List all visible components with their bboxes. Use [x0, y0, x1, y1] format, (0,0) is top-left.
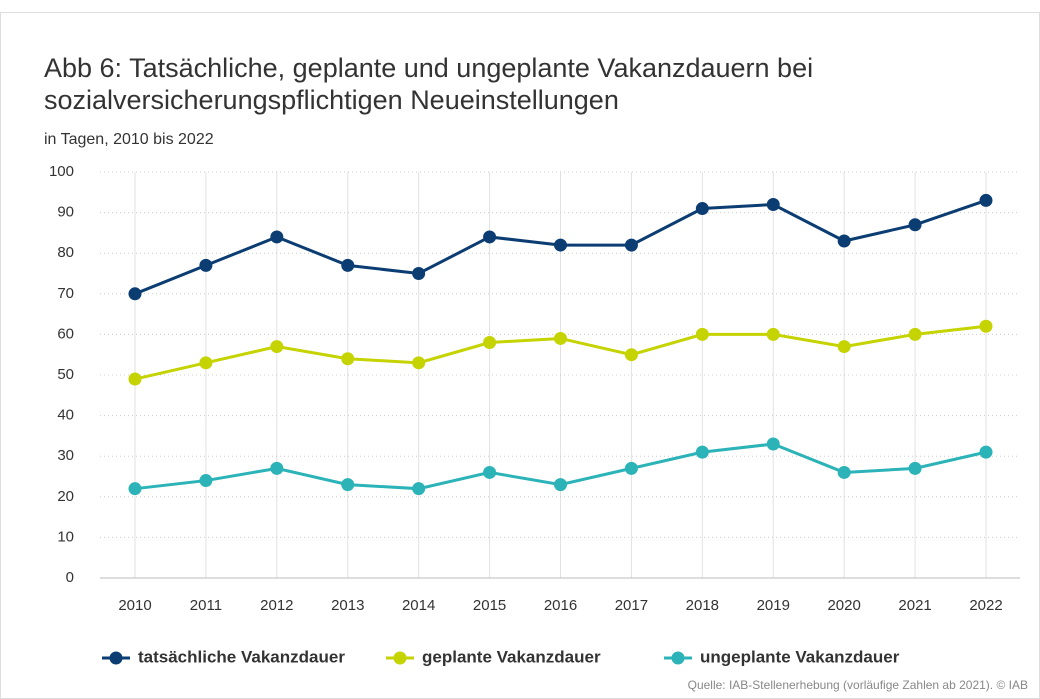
y-tick-label: 90: [57, 204, 74, 221]
point: [624, 238, 638, 252]
point: [199, 474, 213, 488]
point: [483, 336, 497, 350]
y-tick-label: 70: [57, 285, 74, 302]
x-tick-label: 2020: [827, 597, 860, 614]
point: [766, 197, 780, 211]
legend-marker: [393, 651, 407, 665]
y-tick-label: 0: [66, 569, 74, 586]
point: [128, 287, 142, 301]
x-tick-label: 2013: [331, 597, 364, 614]
point: [128, 482, 142, 496]
y-tick-label: 50: [57, 366, 74, 383]
point: [908, 327, 922, 341]
point: [412, 482, 426, 496]
y-tick-label: 20: [57, 488, 74, 505]
card: [0, 12, 1040, 699]
x-tick-label: 2011: [190, 597, 222, 614]
point: [837, 465, 851, 479]
point: [270, 461, 284, 475]
point: [412, 267, 426, 280]
legend-label: ungeplante Vakanzdauer: [700, 647, 900, 666]
x-tick-label: 2018: [686, 597, 719, 614]
legend-label: tatsächliche Vakanzdauer: [138, 647, 345, 666]
point: [979, 445, 993, 459]
point: [766, 437, 780, 451]
x-tick-label: 2010: [118, 597, 151, 614]
point: [128, 372, 142, 386]
point: [837, 234, 851, 248]
point: [270, 230, 284, 244]
point: [908, 218, 922, 232]
point: [554, 238, 567, 252]
point: [483, 465, 497, 479]
legend-marker: [671, 651, 685, 665]
x-tick-label: 2022: [969, 597, 1002, 614]
y-tick-label: 40: [57, 407, 74, 424]
point: [624, 348, 638, 362]
point: [341, 352, 355, 366]
point: [624, 461, 638, 475]
point: [695, 202, 709, 216]
point: [341, 478, 355, 492]
y-tick-label: 80: [57, 244, 74, 261]
point: [199, 356, 213, 370]
point: [979, 319, 993, 333]
point: [341, 258, 355, 272]
point: [554, 331, 567, 345]
point: [766, 327, 780, 341]
point: [908, 461, 922, 475]
point: [837, 340, 851, 354]
legend-label: geplante Vakanzdauer: [422, 647, 601, 666]
source: Quelle: IAB-Stellenerhebung (vorläufige …: [688, 678, 1028, 692]
chart-subtitle: in Tagen, 2010 bis 2022: [44, 131, 214, 148]
y-tick-label: 30: [57, 447, 74, 464]
x-tick-label: 2015: [473, 597, 506, 614]
x-tick-label: 2012: [260, 597, 293, 614]
x-tick-label: 2016: [544, 597, 577, 614]
point: [695, 327, 709, 341]
y-tick-label: 60: [57, 325, 74, 342]
y-tick-label: 100: [49, 163, 74, 180]
point: [695, 445, 709, 459]
point: [483, 230, 497, 244]
x-tick-label: 2021: [898, 597, 931, 614]
x-tick-label: 2014: [402, 597, 435, 614]
point: [554, 478, 567, 492]
chart-title: Abb 6: Tatsächliche, geplante und ungepl…: [44, 53, 813, 115]
y-tick-label: 10: [57, 528, 74, 545]
legend-marker: [109, 651, 123, 665]
x-tick-label: 2019: [757, 597, 790, 614]
point: [979, 193, 993, 207]
point: [412, 356, 426, 370]
point: [270, 340, 284, 354]
x-tick-label: 2017: [615, 597, 648, 614]
point: [199, 258, 213, 272]
